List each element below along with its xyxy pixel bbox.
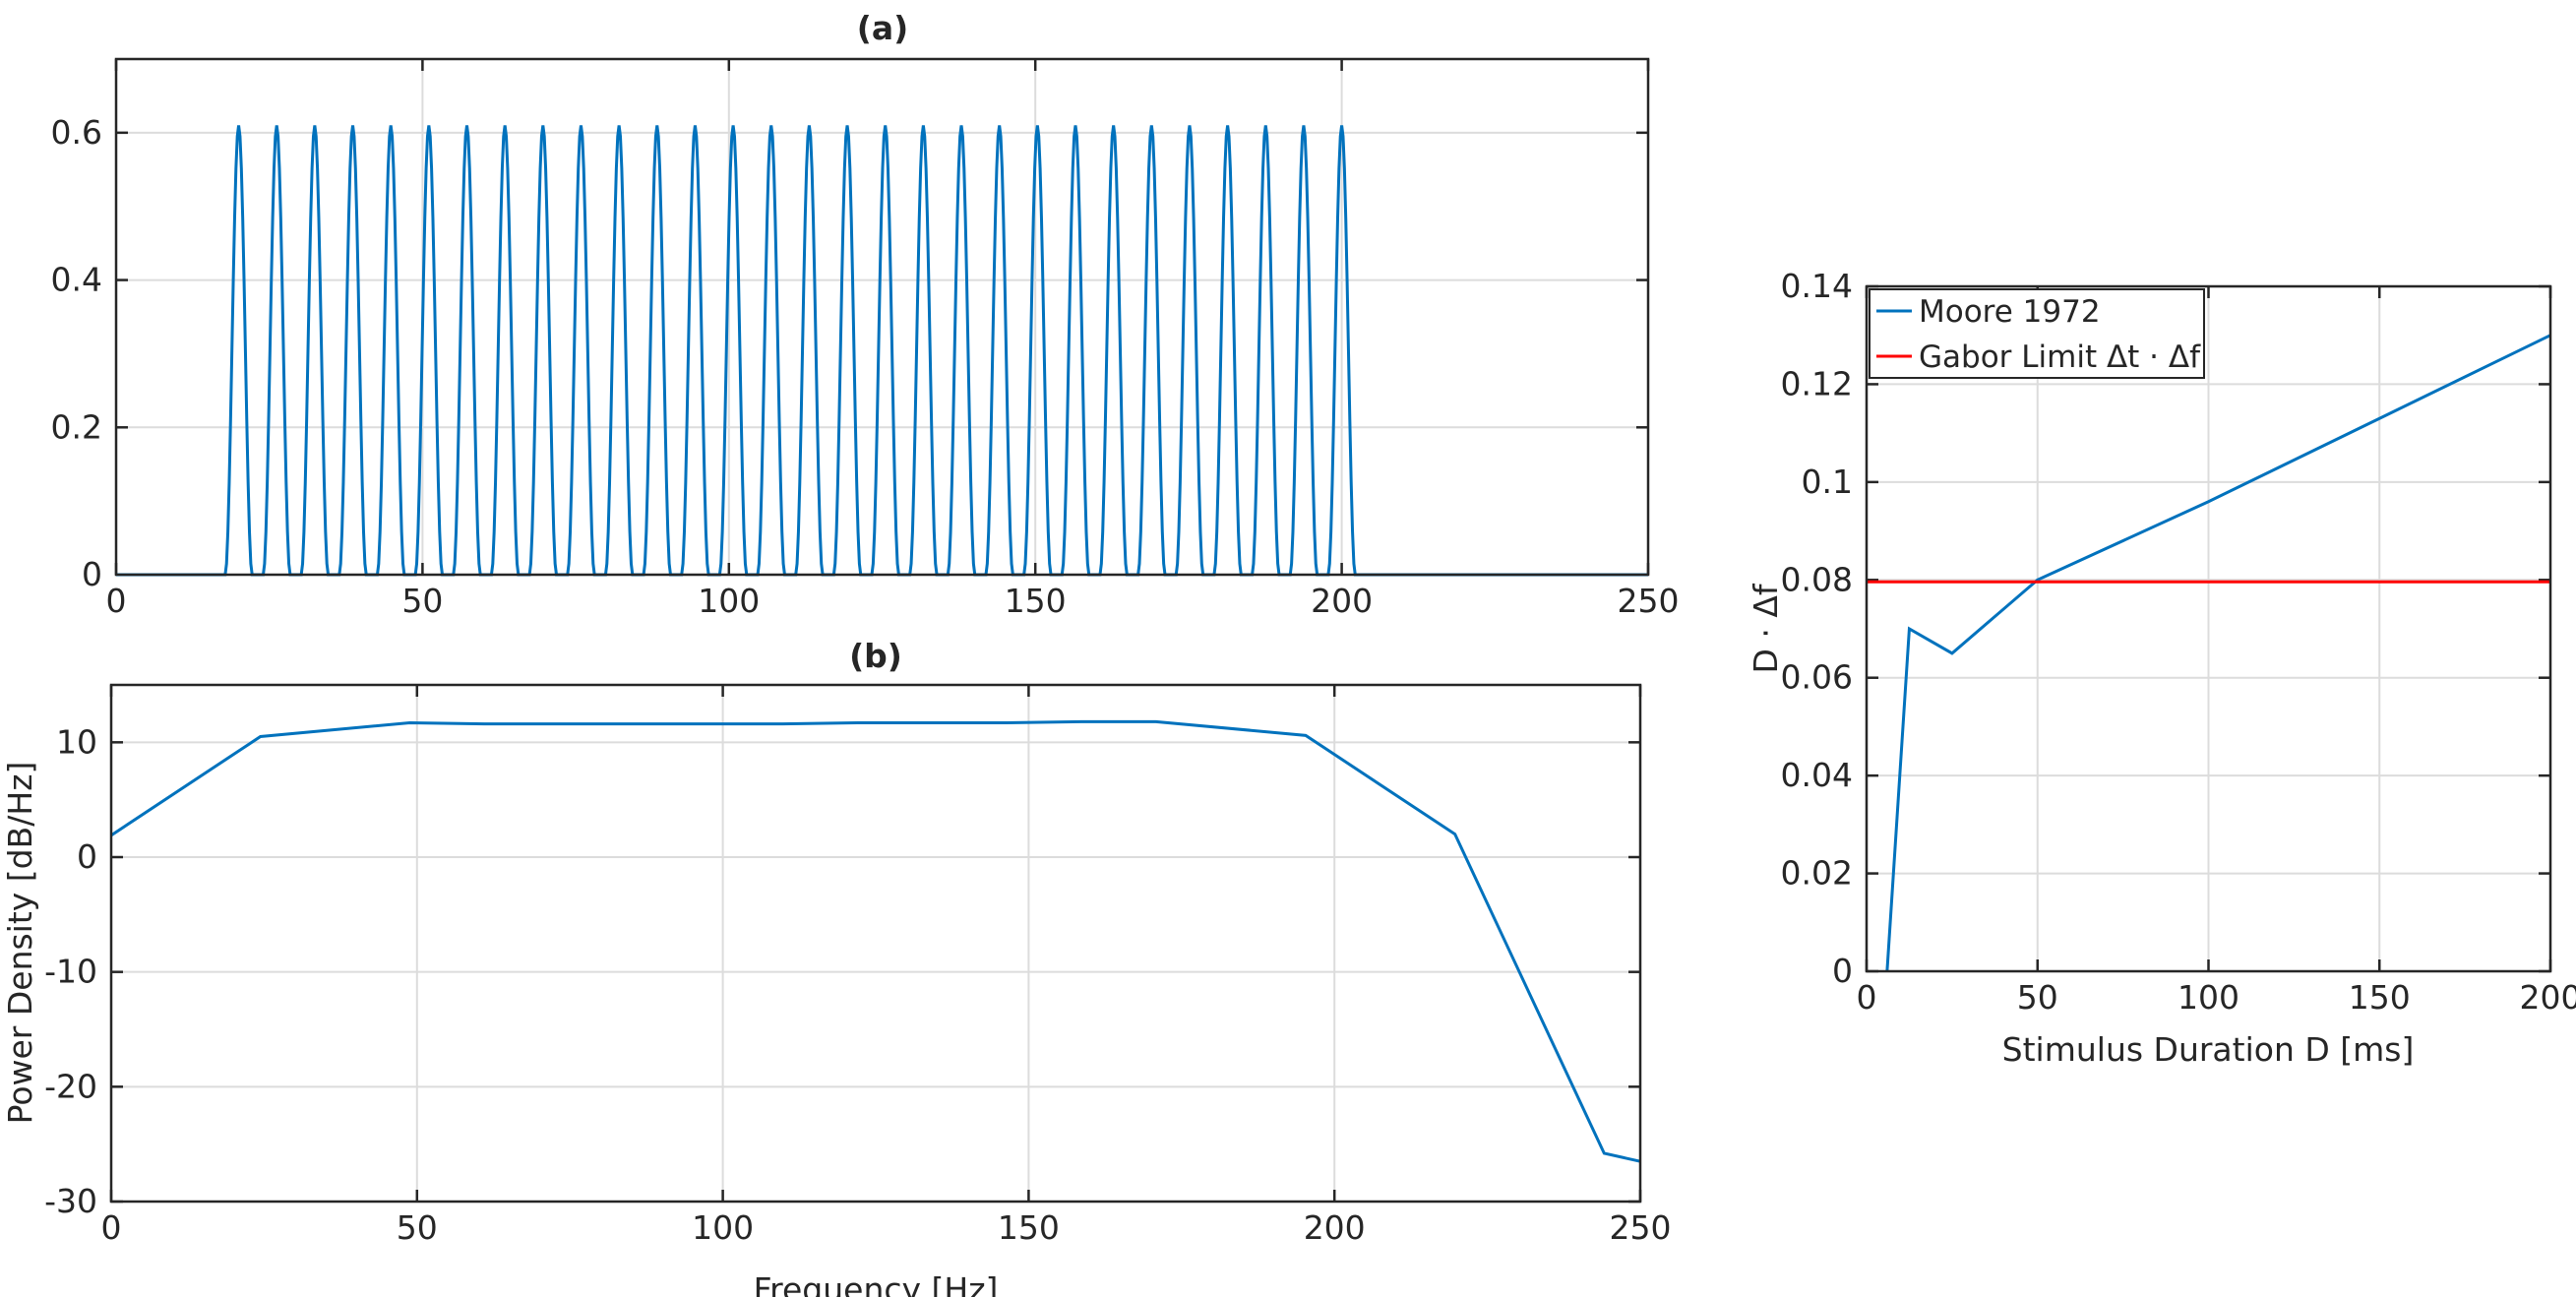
x-tick-label: 100 bbox=[692, 1208, 754, 1247]
moore-1972-line bbox=[1885, 334, 2551, 972]
panel-c-frame bbox=[1865, 284, 2552, 973]
legend-label-moore-1972: Moore 1972 bbox=[1919, 294, 2101, 330]
legend-box bbox=[1869, 288, 2205, 379]
panel-c-x-axis-label: Stimulus Duration D [ms] bbox=[2002, 1030, 2415, 1069]
y-tick-label: 10 bbox=[56, 722, 97, 761]
panel-a-frame bbox=[114, 57, 1650, 577]
x-tick-label: 50 bbox=[401, 582, 443, 620]
panel-b-y-axis-label: Power Density [dB/Hz] bbox=[1, 762, 39, 1125]
panel-b-ticks: 0 50 100 150 200 250 -30 -20 -10 0 10 bbox=[44, 685, 1672, 1247]
y-tick-label: 0.04 bbox=[1781, 756, 1853, 794]
legend-label-gabor-limit: Gabor Limit Δt · Δf bbox=[1919, 340, 2201, 375]
y-tick-label: 0.08 bbox=[1781, 560, 1853, 598]
y-tick-label: 0 bbox=[82, 555, 102, 593]
y-tick-label: 0.14 bbox=[1781, 267, 1853, 305]
y-tick-label: 0 bbox=[1832, 952, 1853, 990]
y-tick-label: 0.4 bbox=[51, 261, 102, 299]
panel-a-ticks: 0 50 100 150 200 250 0 0.2 0.4 0.6 bbox=[51, 59, 1680, 620]
panel-b-grid bbox=[110, 685, 1641, 1203]
x-tick-label: 250 bbox=[1610, 1208, 1672, 1247]
pulse-train-line bbox=[116, 125, 1648, 577]
y-tick-label: -30 bbox=[44, 1182, 97, 1220]
y-tick-label: 0 bbox=[77, 837, 97, 876]
y-tick-label: -20 bbox=[44, 1067, 97, 1105]
y-tick-label: 0.06 bbox=[1781, 658, 1853, 697]
y-tick-label: 0.12 bbox=[1781, 364, 1853, 402]
y-tick-label: 0.6 bbox=[51, 113, 102, 152]
panel-a-title: (a) bbox=[857, 9, 908, 47]
x-tick-label: 100 bbox=[698, 582, 760, 620]
x-tick-label: 150 bbox=[998, 1208, 1060, 1247]
x-tick-label: 0 bbox=[1857, 978, 1877, 1017]
x-tick-label: 150 bbox=[1005, 582, 1067, 620]
x-tick-label: 50 bbox=[2017, 978, 2058, 1017]
y-tick-label: 0.2 bbox=[51, 407, 102, 446]
panel-a-series bbox=[116, 125, 1648, 577]
x-tick-label: 150 bbox=[2349, 978, 2411, 1017]
x-tick-label: 100 bbox=[2177, 978, 2239, 1017]
x-tick-label: 200 bbox=[1311, 582, 1373, 620]
panel-c-duration-product: 0 50 100 150 200 0 0.02 0.04 0.06 0.08 0.1 0.12 0.14… bbox=[1747, 267, 2576, 1069]
panel-c-y-axis-label: D · Δf bbox=[1747, 583, 1785, 673]
x-tick-label: 200 bbox=[1304, 1208, 1366, 1247]
panel-b-power-density: (b) 0 50 100 150 200 250 -30 -20 -10 0 10 Frequenc… bbox=[1, 637, 1672, 1297]
panel-c-grid bbox=[1866, 285, 2551, 972]
panel-b-frame bbox=[109, 683, 1642, 1204]
panel-c-legend: Moore 1972 Gabor Limit Δt · Δf bbox=[1869, 288, 2205, 379]
x-tick-label: 0 bbox=[106, 582, 127, 620]
x-tick-label: 0 bbox=[101, 1208, 122, 1247]
x-tick-label: 250 bbox=[1618, 582, 1680, 620]
panel-b-series bbox=[110, 719, 1641, 1163]
power-density-line bbox=[110, 719, 1641, 1163]
panel-c-ticks: 0 50 100 150 200 0 0.02 0.04 0.06 0.08 0.1 0.12 0.14 bbox=[1781, 267, 2576, 1017]
panel-b-title: (b) bbox=[849, 637, 902, 675]
y-tick-label: 0.02 bbox=[1781, 854, 1853, 893]
panel-b-x-axis-label: Frequency [Hz] bbox=[754, 1270, 999, 1297]
x-tick-label: 200 bbox=[2520, 978, 2576, 1017]
y-tick-label: -10 bbox=[44, 953, 97, 991]
x-tick-label: 50 bbox=[397, 1208, 438, 1247]
panel-c-series bbox=[1867, 334, 2551, 972]
panel-a-pulse-train: (a) 0 50 100 150 200 250 0 0.2 0.4 0.6 bbox=[51, 9, 1680, 620]
y-tick-label: 0.1 bbox=[1802, 463, 1853, 501]
